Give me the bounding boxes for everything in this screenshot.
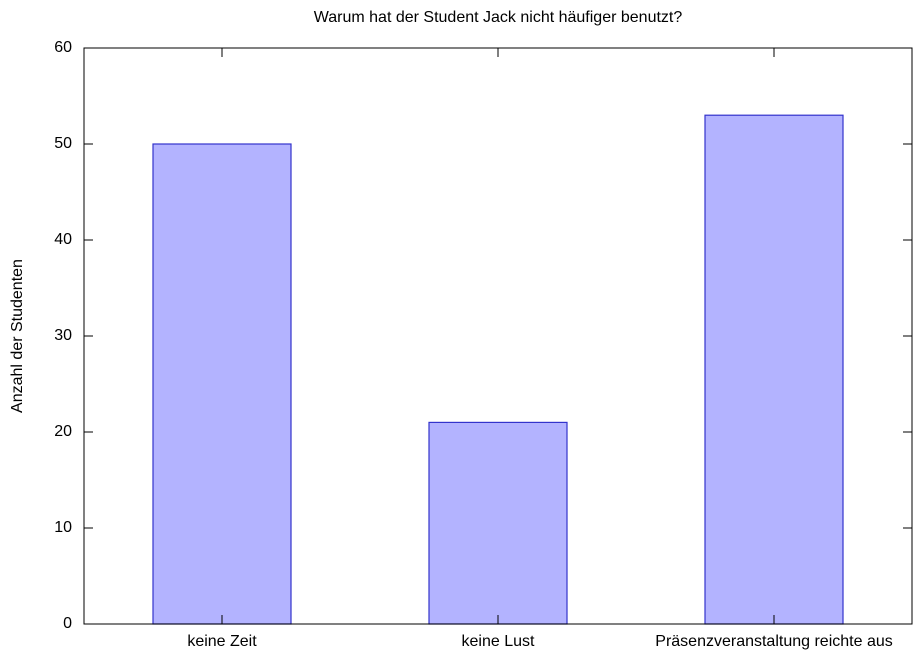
y-axis-label: Anzahl der Studenten: [9, 259, 26, 413]
y-tick-label: 40: [54, 231, 72, 248]
y-tick-label: 0: [63, 615, 72, 632]
x-tick-label: Präsenzveranstaltung reichte aus: [655, 633, 892, 650]
bar: [152, 143, 292, 625]
x-tick-label: keine Lust: [462, 633, 535, 650]
y-tick-label: 30: [54, 327, 72, 344]
bar: [704, 114, 844, 625]
plot-frame: [83, 47, 913, 625]
y-tick-label: 60: [54, 39, 72, 56]
chart-title: Warum hat der Student Jack nicht häufige…: [314, 9, 683, 26]
bar: [428, 421, 568, 625]
y-tick-label: 20: [54, 423, 72, 440]
x-tick-label: keine Zeit: [187, 633, 257, 650]
y-tick-label: 50: [54, 135, 72, 152]
y-tick-label: 10: [54, 519, 72, 536]
